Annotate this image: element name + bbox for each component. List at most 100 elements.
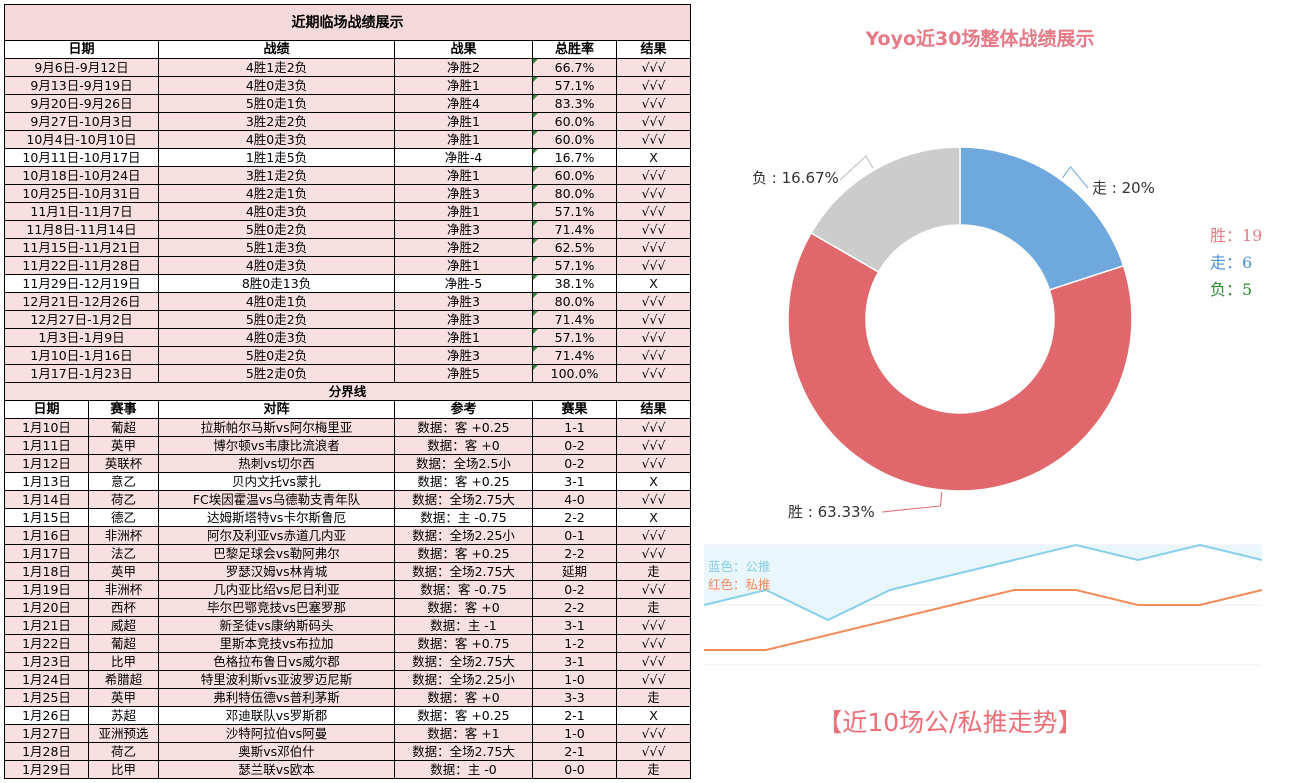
- match-league: 荷乙: [88, 742, 159, 761]
- match-fixture: 毕尔巴鄂竞技vs巴塞罗那: [158, 598, 395, 617]
- match-league: 葡超: [88, 418, 159, 437]
- summary-row: 11月8日-11月14日 5胜0走2负 净胜3 71.4% √√√: [4, 220, 692, 239]
- match-reference: 数据：客 +0.25: [394, 472, 533, 491]
- match-result: √√√: [615, 418, 692, 437]
- table-title: 近期临场战绩展示: [3, 4, 692, 41]
- match-date: 1月11日: [4, 436, 89, 455]
- match-league: 英甲: [88, 688, 159, 707]
- match-fixture: 新圣徒vs康纳斯码头: [158, 616, 395, 635]
- row-winrate: 60.0%: [532, 112, 617, 131]
- label-loss: 负 : 16.67%: [752, 169, 839, 187]
- match-row: 1月16日 非洲杯 阿尔及利亚vs赤道几内亚 数据：全场2.25小 0-1 √√√: [4, 526, 692, 545]
- row-winrate: 57.1%: [532, 202, 617, 221]
- match-fixture: 沙特阿拉伯vs阿曼: [158, 724, 395, 743]
- row-record: 3胜2走2负: [158, 112, 395, 131]
- match-score: 0-1: [532, 526, 617, 545]
- summary-row: 9月27日-10月3日 3胜2走2负 净胜1 60.0% √√√: [4, 112, 692, 131]
- match-fixture: 特里波利斯vs亚波罗迈尼斯: [158, 670, 395, 689]
- match-header-score: 赛果: [532, 400, 617, 419]
- row-net: 净胜-5: [394, 274, 533, 293]
- label-win: 胜 : 63.33%: [788, 503, 875, 521]
- series-public-line: [703, 543, 1263, 622]
- match-fixture: 热刺vs切尔西: [158, 454, 395, 473]
- match-header-reference: 参考: [394, 400, 533, 419]
- match-row: 1月21日 威超 新圣徒vs康纳斯码头 数据：主 -1 3-1 √√√: [4, 616, 692, 635]
- summary-row: 11月1日-11月7日 4胜0走3负 净胜1 57.1% √√√: [4, 202, 692, 221]
- match-league: 希腊超: [88, 670, 159, 689]
- match-date: 1月21日: [4, 616, 89, 635]
- match-date: 1月14日: [4, 490, 89, 509]
- row-record: 4胜0走1负: [158, 292, 395, 311]
- summary-row: 12月27日-1月2日 5胜0走2负 净胜3 71.4% √√√: [4, 310, 692, 329]
- row-date: 10月18日-10月24日: [4, 166, 159, 185]
- match-row: 1月14日 荷乙 FC埃因霍温vs乌德勒支青年队 数据：全场2.75大 4-0 √√√: [4, 490, 692, 509]
- row-record: 5胜2走0负: [158, 364, 395, 383]
- match-score: 4-0: [532, 490, 617, 509]
- match-score: 延期: [532, 562, 617, 581]
- legend-private: 红色：私推: [708, 577, 771, 592]
- match-score: 2-2: [532, 544, 617, 563]
- summary-row: 11月15日-11月21日 5胜1走3负 净胜2 62.5% √√√: [4, 238, 692, 257]
- match-row: 1月27日 亚洲预选 沙特阿拉伯vs阿曼 数据：客 +1 1-0 √√√: [4, 724, 692, 743]
- match-row: 1月24日 希腊超 特里波利斯vs亚波罗迈尼斯 数据：全场2.25小 1-0 √√√: [4, 670, 692, 689]
- match-reference: 数据：全场2.25小: [394, 670, 533, 689]
- match-date: 1月17日: [4, 544, 89, 563]
- row-record: 5胜0走2负: [158, 220, 395, 239]
- summary-row: 1月10日-1月16日 5胜0走2负 净胜3 71.4% √√√: [4, 346, 692, 365]
- match-row: 1月11日 英甲 博尔顿vs韦康比流浪者 数据：客 +0 0-2 √√√: [4, 436, 692, 455]
- row-winrate: 80.0%: [532, 292, 617, 311]
- match-date: 1月24日: [4, 670, 89, 689]
- legend-loss: 负：5: [1210, 280, 1253, 299]
- row-record: 4胜0走3负: [158, 328, 395, 347]
- match-date: 1月22日: [4, 634, 89, 653]
- summary-row: 10月25日-10月31日 4胜2走1负 净胜3 80.0% √√√: [4, 184, 692, 203]
- match-league: 葡超: [88, 634, 159, 653]
- match-league: 亚洲预选: [88, 724, 159, 743]
- match-reference: 数据：客 +0: [394, 598, 533, 617]
- donut-chart: 胜 : 63.33% 走 : 20% 负 : 16.67%: [752, 146, 1155, 521]
- row-result: √√√: [615, 130, 692, 149]
- match-row: 1月18日 英甲 罗瑟汉姆vs林肯城 数据：全场2.75大 延期走: [4, 562, 692, 581]
- match-score: 0-2: [532, 580, 617, 599]
- match-row: 1月13日 意乙 贝内文托vs蒙扎 数据：客 +0.25 3-1 X: [4, 472, 692, 491]
- separator-row: 分界线: [3, 382, 692, 401]
- row-date: 11月1日-11月7日: [4, 202, 159, 221]
- match-date: 1月20日: [4, 598, 89, 617]
- row-date: 11月22日-11月28日: [4, 256, 159, 275]
- match-score: 2-2: [532, 598, 617, 617]
- match-fixture: 几内亚比绍vs尼日利亚: [158, 580, 395, 599]
- row-winrate: 71.4%: [532, 310, 617, 329]
- match-fixture: 罗瑟汉姆vs林肯城: [158, 562, 395, 581]
- match-date: 1月15日: [4, 508, 89, 527]
- summary-row: 10月4日-10月10日 4胜0走3负 净胜1 60.0% √√√: [4, 130, 692, 149]
- row-result: √√√: [615, 220, 692, 239]
- match-fixture: 阿尔及利亚vs赤道几内亚: [158, 526, 395, 545]
- row-record: 8胜0走13负: [158, 274, 395, 293]
- match-result: √√√: [615, 544, 692, 563]
- row-winrate: 62.5%: [532, 238, 617, 257]
- row-date: 9月27日-10月3日: [4, 112, 159, 131]
- match-fixture: 奥斯vs邓伯什: [158, 742, 395, 761]
- match-fixture: 里斯本竞技vs布拉加: [158, 634, 395, 653]
- summary-row: 9月20日-9月26日 5胜0走1负 净胜4 83.3% √√√: [4, 94, 692, 113]
- match-date: 1月19日: [4, 580, 89, 599]
- match-date: 1月29日: [4, 760, 89, 779]
- match-date: 1月16日: [4, 526, 89, 545]
- match-header-result: 结果: [615, 400, 692, 419]
- match-league: 非洲杯: [88, 580, 159, 599]
- match-result: √√√: [615, 616, 692, 635]
- row-net: 净胜1: [394, 202, 533, 221]
- row-date: 11月15日-11月21日: [4, 238, 159, 257]
- match-reference: 数据：客 +0.25: [394, 418, 533, 437]
- legend-win: 胜：19: [1210, 226, 1263, 245]
- match-row: 1月10日 葡超 拉斯帕尔马斯vs阿尔梅里亚 数据：客 +0.25 1-1 √√√: [4, 418, 692, 437]
- match-reference: 数据：客 +0.75: [394, 634, 533, 653]
- summary-row: 1月3日-1月9日 4胜0走3负 净胜1 57.1% √√√: [4, 328, 692, 347]
- summary-row: 10月18日-10月24日 3胜1走2负 净胜1 60.0% √√√: [4, 166, 692, 185]
- row-net: 净胜2: [394, 238, 533, 257]
- match-reference: 数据：全场2.75大: [394, 742, 533, 761]
- match-result: X: [615, 706, 692, 725]
- match-score: 2-2: [532, 508, 617, 527]
- match-fixture: 贝内文托vs蒙扎: [158, 472, 395, 491]
- match-fixture: 瑟兰联vs欧本: [158, 760, 395, 779]
